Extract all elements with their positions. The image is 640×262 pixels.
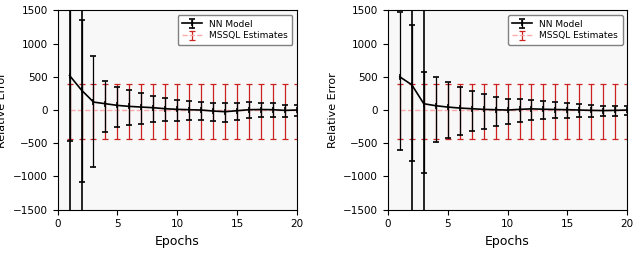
X-axis label: Epochs: Epochs bbox=[485, 235, 530, 248]
Y-axis label: Relative Error: Relative Error bbox=[0, 72, 7, 148]
X-axis label: Epochs: Epochs bbox=[155, 235, 200, 248]
Legend: NN Model, MSSQL Estimates: NN Model, MSSQL Estimates bbox=[177, 15, 292, 45]
Legend: NN Model, MSSQL Estimates: NN Model, MSSQL Estimates bbox=[508, 15, 623, 45]
Y-axis label: Relative Error: Relative Error bbox=[328, 72, 337, 148]
